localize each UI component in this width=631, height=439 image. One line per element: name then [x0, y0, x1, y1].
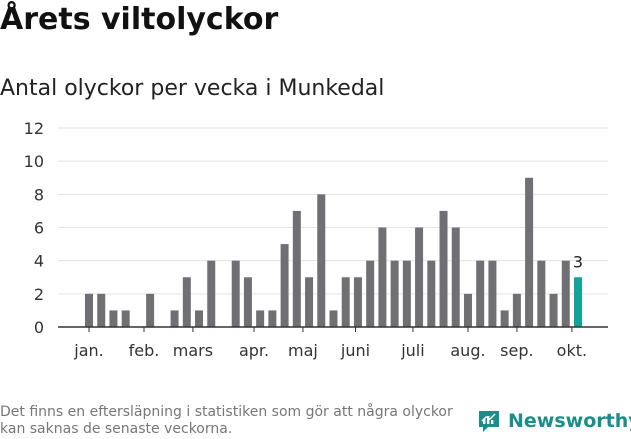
brand-name: Newsworthy: [508, 410, 631, 432]
bar: [451, 227, 460, 327]
bar: [329, 310, 338, 327]
bar-chart: 0 2 4 6 8 10 12 jan. feb. mars apr. maj juni juli aug.…: [24, 119, 608, 360]
footnote: Det finns en eftersläpning i statistiken…: [0, 404, 453, 437]
bar: [512, 293, 521, 327]
y-tick-label: 0: [34, 318, 44, 337]
bar: [280, 244, 289, 327]
bar: [402, 260, 411, 327]
bar: [500, 310, 509, 327]
x-tick-label: aug.: [450, 341, 485, 360]
bar: [170, 310, 179, 327]
bar: [97, 293, 106, 327]
bar: [439, 210, 448, 327]
bar: [292, 210, 301, 327]
y-tick-label: 2: [34, 285, 44, 304]
x-tick-label: okt.: [557, 341, 587, 360]
bar: [305, 277, 314, 327]
bar: [427, 260, 436, 327]
bar: [463, 293, 472, 327]
bar: [415, 227, 424, 327]
x-tick-label: mars: [173, 341, 213, 360]
bar: [353, 277, 362, 327]
x-tick-label: maj: [288, 341, 318, 360]
chart-subtitle: Antal olyckor per vecka i Munkedal: [0, 76, 385, 101]
brand[interactable]: Newsworthy: [476, 408, 631, 434]
bar: [390, 260, 399, 327]
bar: [121, 310, 130, 327]
bar: [243, 277, 252, 327]
x-tick-label: jan.: [73, 341, 103, 360]
bar: [488, 260, 497, 327]
bar: [146, 293, 155, 327]
newsworthy-logo-icon: [479, 411, 499, 432]
bar: [341, 277, 350, 327]
highlight-bar: [574, 277, 582, 327]
bar: [366, 260, 375, 327]
bar: [182, 277, 191, 327]
bar: [561, 260, 570, 327]
y-tick-label: 6: [34, 219, 44, 238]
bar: [231, 260, 240, 327]
bar: [109, 310, 118, 327]
bar: [85, 293, 93, 327]
bar: [256, 310, 265, 327]
x-tick-label: apr.: [239, 341, 269, 360]
bar: [476, 260, 485, 327]
y-tick-label: 4: [34, 252, 44, 271]
y-tick-label: 10: [24, 152, 44, 171]
x-tick-label: juni: [340, 341, 370, 360]
x-tick-label: sep.: [500, 341, 533, 360]
bar: [317, 194, 326, 327]
bar: [378, 227, 387, 327]
bar: [549, 293, 558, 327]
bar: [525, 177, 534, 327]
y-tick-label: 12: [24, 119, 44, 138]
x-tick-label: feb.: [129, 341, 160, 360]
bar: [207, 260, 216, 327]
bar: [537, 260, 546, 327]
bar: [195, 310, 204, 327]
data-label: 3: [573, 252, 583, 271]
x-tick-label: juli: [400, 341, 424, 360]
bar: [268, 310, 277, 327]
chart-title: Årets viltolyckor: [0, 2, 279, 37]
y-tick-label: 8: [34, 185, 44, 204]
